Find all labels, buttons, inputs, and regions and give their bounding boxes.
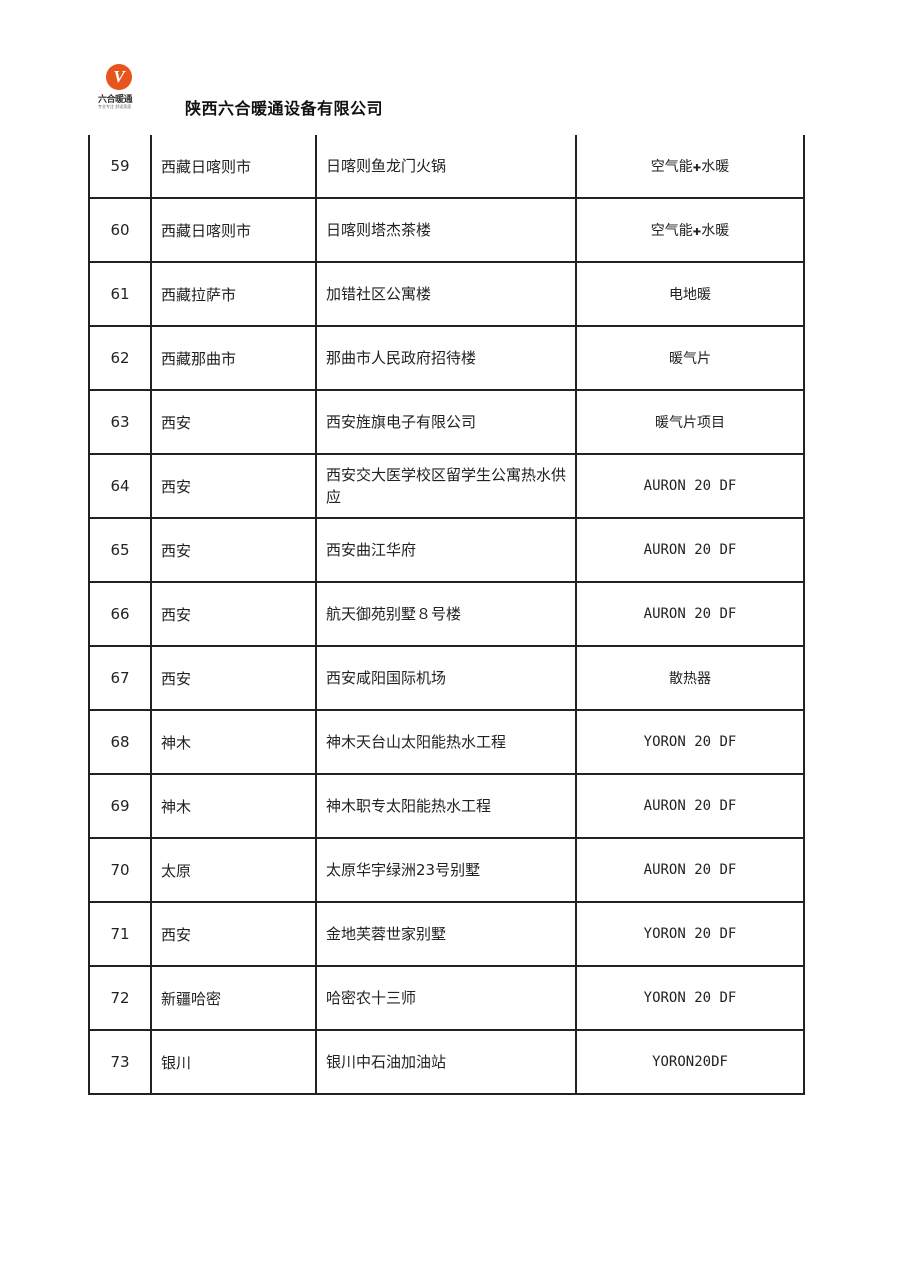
city-cell: 西安: [150, 517, 317, 583]
project-cell: 西安交大医学校区留学生公寓热水供应: [315, 453, 577, 519]
table-row: 65 西安 西安曲江华府 AURON 20 DF: [88, 517, 805, 583]
table-row: 70 太原 太原华宇绿洲23号别墅 AURON 20 DF: [88, 837, 805, 903]
city-cell: 西藏拉萨市: [150, 261, 317, 327]
city-cell: 神木: [150, 709, 317, 775]
project-table: 59 西藏日喀则市 日喀则鱼龙门火锅 空气能✚水暖 60 西藏日喀则市 日喀则塔杰茶楼 空气能…: [88, 135, 805, 1095]
logo-mark: V: [106, 64, 132, 90]
row-number: 65: [88, 517, 152, 583]
product-cell: 空气能✚水暖: [575, 135, 805, 199]
company-logo: V 六合暖通 专业专注 舒适家居: [98, 64, 148, 114]
product-cell: 电地暖: [575, 261, 805, 327]
project-cell: 那曲市人民政府招待楼: [315, 325, 577, 391]
table-row: 68 神木 神木天台山太阳能热水工程 YORON 20 DF: [88, 709, 805, 775]
row-number: 72: [88, 965, 152, 1031]
table-row: 66 西安 航天御苑别墅８号楼 AURON 20 DF: [88, 581, 805, 647]
table-row: 62 西藏那曲市 那曲市人民政府招待楼 暖气片: [88, 325, 805, 391]
project-cell: 金地芙蓉世家别墅: [315, 901, 577, 967]
logo-name: 六合暖通: [98, 95, 133, 105]
project-cell: 神木天台山太阳能热水工程: [315, 709, 577, 775]
row-number: 66: [88, 581, 152, 647]
project-cell: 西安咸阳国际机场: [315, 645, 577, 711]
row-number: 73: [88, 1029, 152, 1095]
product-cell: 暖气片项目: [575, 389, 805, 455]
product-cell: AURON 20 DF: [575, 837, 805, 903]
city-cell: 西安: [150, 645, 317, 711]
row-number: 61: [88, 261, 152, 327]
city-cell: 新疆哈密: [150, 965, 317, 1031]
project-cell: 日喀则塔杰茶楼: [315, 197, 577, 263]
product-cell: YORON 20 DF: [575, 901, 805, 967]
product-cell: YORON 20 DF: [575, 965, 805, 1031]
product-cell: YORON20DF: [575, 1029, 805, 1095]
product-cell: YORON 20 DF: [575, 709, 805, 775]
table-row: 61 西藏拉萨市 加错社区公寓楼 电地暖: [88, 261, 805, 327]
logo-subtext: 专业专注 舒适家居: [98, 104, 132, 109]
product-cell: AURON 20 DF: [575, 581, 805, 647]
city-cell: 银川: [150, 1029, 317, 1095]
company-name: 陕西六合暖通设备有限公司: [185, 99, 384, 118]
product-cell: 空气能✚水暖: [575, 197, 805, 263]
product-cell: 散热器: [575, 645, 805, 711]
table-row: 71 西安 金地芙蓉世家别墅 YORON 20 DF: [88, 901, 805, 967]
project-cell: 西安曲江华府: [315, 517, 577, 583]
table-row: 64 西安 西安交大医学校区留学生公寓热水供应 AURON 20 DF: [88, 453, 805, 519]
project-cell: 神木职专太阳能热水工程: [315, 773, 577, 839]
table-row: 73 银川 银川中石油加油站 YORON20DF: [88, 1029, 805, 1095]
table-row: 69 神木 神木职专太阳能热水工程 AURON 20 DF: [88, 773, 805, 839]
row-number: 63: [88, 389, 152, 455]
project-cell: 哈密农十三师: [315, 965, 577, 1031]
product-cell: 暖气片: [575, 325, 805, 391]
city-cell: 西藏日喀则市: [150, 197, 317, 263]
city-cell: 西安: [150, 581, 317, 647]
row-number: 62: [88, 325, 152, 391]
product-cell: AURON 20 DF: [575, 773, 805, 839]
city-cell: 神木: [150, 773, 317, 839]
city-cell: 西藏那曲市: [150, 325, 317, 391]
city-cell: 西安: [150, 389, 317, 455]
product-cell: AURON 20 DF: [575, 517, 805, 583]
table-row: 60 西藏日喀则市 日喀则塔杰茶楼 空气能✚水暖: [88, 197, 805, 263]
row-number: 67: [88, 645, 152, 711]
row-number: 64: [88, 453, 152, 519]
project-cell: 银川中石油加油站: [315, 1029, 577, 1095]
project-cell: 加错社区公寓楼: [315, 261, 577, 327]
row-number: 69: [88, 773, 152, 839]
table-row: 59 西藏日喀则市 日喀则鱼龙门火锅 空气能✚水暖: [88, 135, 805, 199]
table-row: 72 新疆哈密 哈密农十三师 YORON 20 DF: [88, 965, 805, 1031]
table-row: 67 西安 西安咸阳国际机场 散热器: [88, 645, 805, 711]
city-cell: 太原: [150, 837, 317, 903]
city-cell: 西安: [150, 453, 317, 519]
table-row: 63 西安 西安旌旗电子有限公司 暖气片项目: [88, 389, 805, 455]
row-number: 60: [88, 197, 152, 263]
city-cell: 西安: [150, 901, 317, 967]
row-number: 59: [88, 135, 152, 199]
row-number: 71: [88, 901, 152, 967]
project-cell: 航天御苑别墅８号楼: [315, 581, 577, 647]
row-number: 68: [88, 709, 152, 775]
product-cell: AURON 20 DF: [575, 453, 805, 519]
project-cell: 西安旌旗电子有限公司: [315, 389, 577, 455]
row-number: 70: [88, 837, 152, 903]
project-cell: 太原华宇绿洲23号别墅: [315, 837, 577, 903]
project-cell: 日喀则鱼龙门火锅: [315, 135, 577, 199]
city-cell: 西藏日喀则市: [150, 135, 317, 199]
